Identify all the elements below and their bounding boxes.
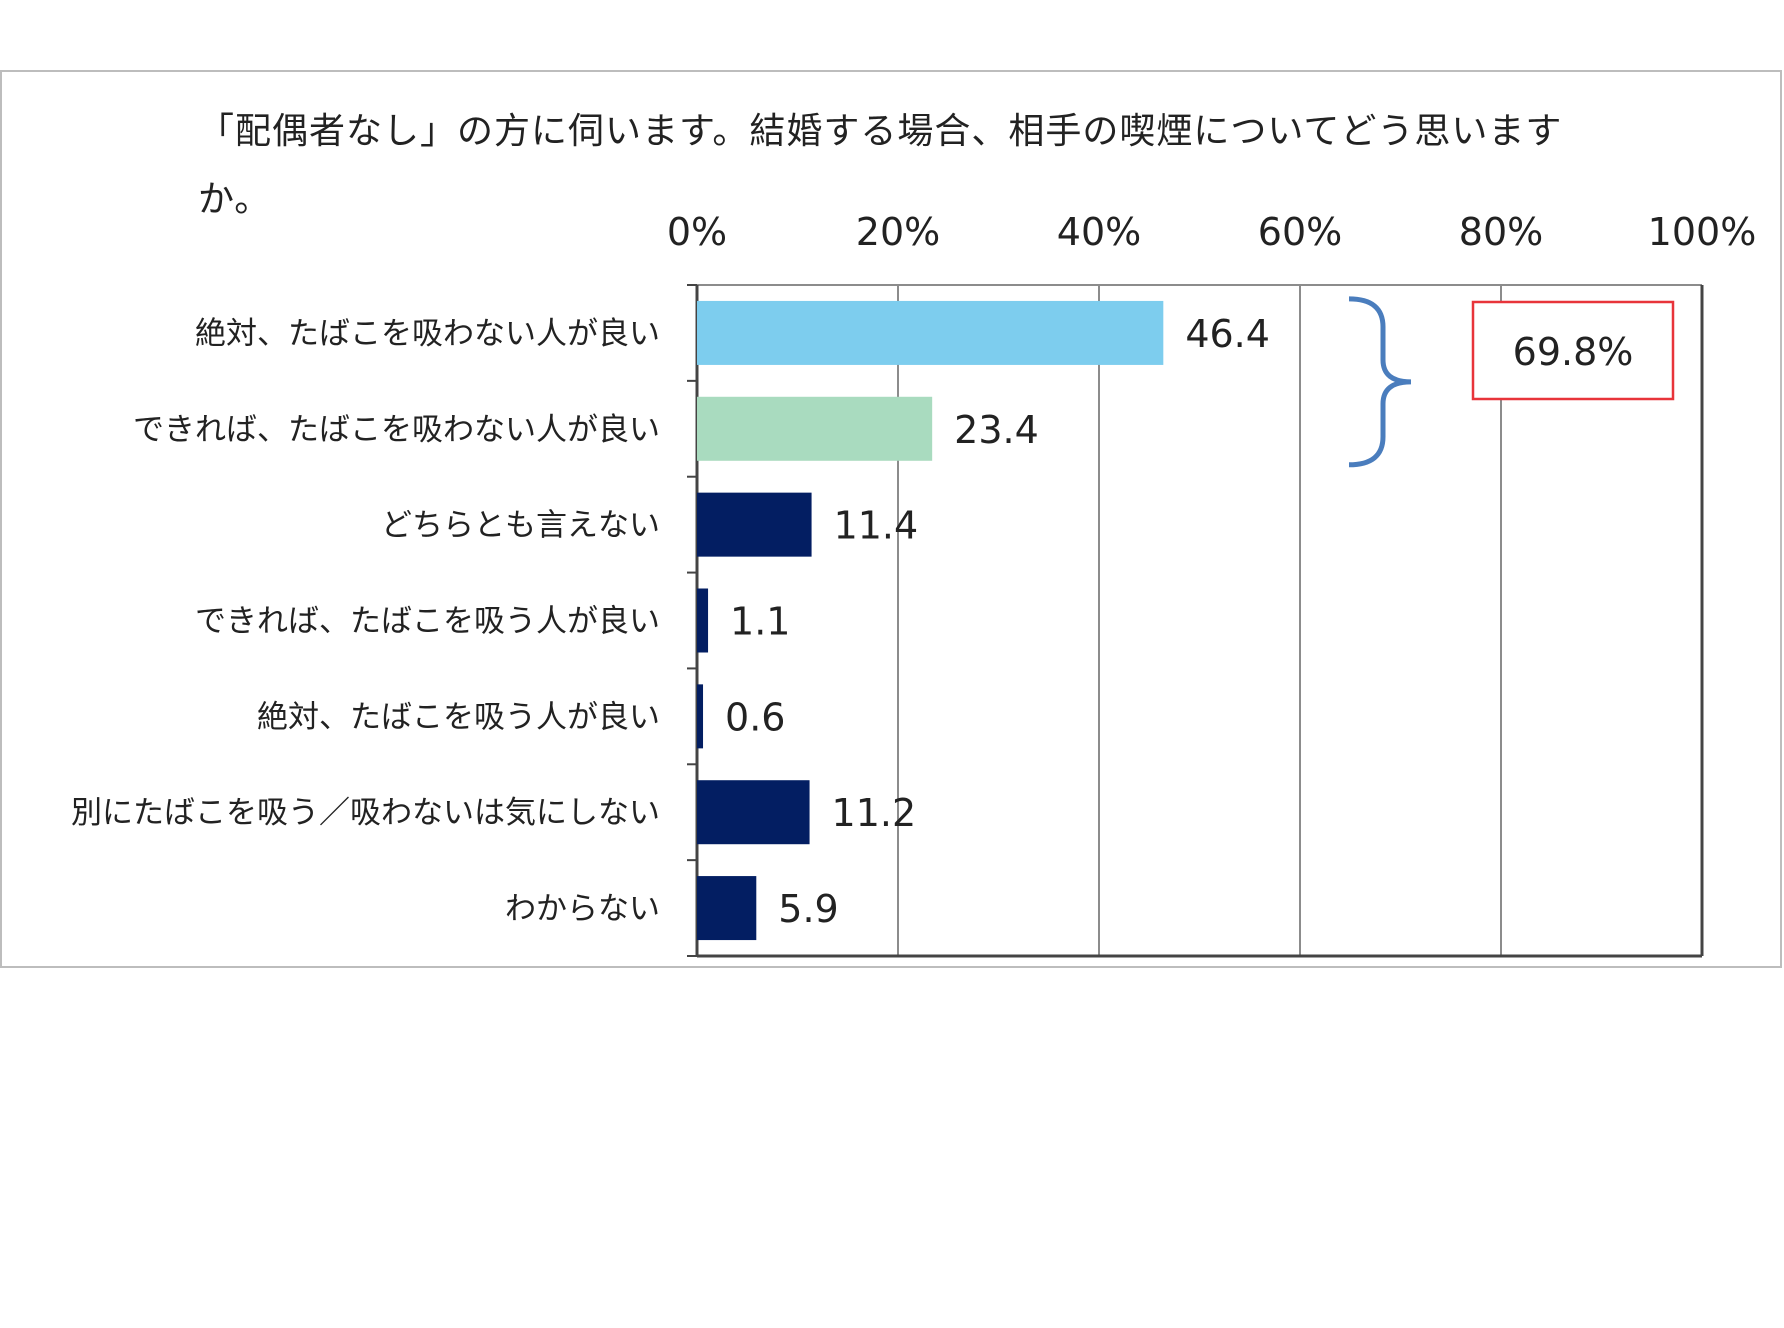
category-label: わからない xyxy=(505,891,660,927)
annotation: 69.8% xyxy=(1348,296,1675,468)
bar xyxy=(697,300,1164,365)
bar xyxy=(697,492,812,557)
data-label: 46.4 xyxy=(1185,312,1270,356)
category-labels: 絶対、たばこを吸わない人が良いできれば、たばこを吸わない人が良いどちらとも言えな… xyxy=(71,316,660,927)
category-label: どちらとも言えない xyxy=(381,508,660,544)
category-label: 絶対、たばこを吸わない人が良い xyxy=(195,316,660,352)
category-label: できれば、たばこを吸わない人が良い xyxy=(133,412,660,448)
chart-frame xyxy=(0,70,1782,968)
x-tick-label: 60% xyxy=(1258,210,1342,254)
bar xyxy=(697,588,709,653)
data-label: 0.6 xyxy=(725,695,785,739)
data-label: 23.4 xyxy=(954,408,1039,452)
bars xyxy=(697,300,1164,941)
category-label: 絶対、たばこを吸う人が良い xyxy=(257,699,660,735)
bar xyxy=(697,684,704,749)
data-label: 1.1 xyxy=(730,600,790,644)
bracket xyxy=(1348,296,1412,468)
bar xyxy=(697,780,810,845)
x-tick-labels: 0% 20% 40% 60% 80% 100% xyxy=(667,210,1756,254)
bar xyxy=(697,876,757,941)
chart-title: 「配偶者なし」の方に伺います。結婚する場合、相手の喫煙についてどう思いますか。 xyxy=(198,111,1563,220)
total-label: 69.8% xyxy=(1513,330,1634,374)
x-tick-label: 100% xyxy=(1648,210,1757,254)
data-label: 11.2 xyxy=(832,791,917,835)
x-tick-label: 0% xyxy=(667,210,727,254)
x-tick-label: 80% xyxy=(1459,210,1543,254)
category-label: 別にたばこを吸う／吸わないは気にしない xyxy=(71,795,660,831)
value-labels: 46.4 23.4 11.4 1.1 0.6 11.2 5.9 xyxy=(725,312,1270,931)
data-label: 5.9 xyxy=(778,887,838,931)
category-label: できれば、たばこを吸う人が良い xyxy=(195,604,660,640)
x-tick-label: 20% xyxy=(856,210,940,254)
data-label: 11.4 xyxy=(834,504,919,548)
total-box xyxy=(1471,300,1675,401)
bar xyxy=(697,396,933,461)
x-tick-label: 40% xyxy=(1057,210,1141,254)
